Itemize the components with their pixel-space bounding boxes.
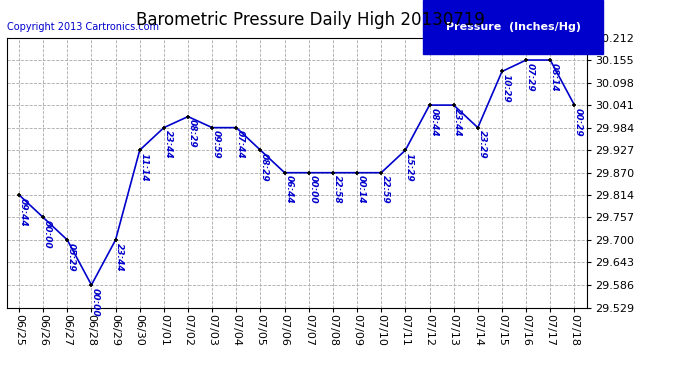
- Point: [279, 170, 290, 176]
- Point: [375, 170, 386, 176]
- Text: Copyright 2013 Cartronics.com: Copyright 2013 Cartronics.com: [7, 22, 159, 32]
- Text: 23:44: 23:44: [453, 108, 462, 136]
- Text: 23:44: 23:44: [164, 130, 172, 159]
- Text: Pressure  (Inches/Hg): Pressure (Inches/Hg): [446, 22, 581, 32]
- Text: 07:44: 07:44: [236, 130, 245, 159]
- Point: [37, 214, 48, 220]
- Point: [520, 57, 531, 63]
- Text: 10:29: 10:29: [502, 74, 511, 103]
- Text: 08:29: 08:29: [260, 153, 269, 182]
- Text: 05:29: 05:29: [67, 243, 76, 271]
- Text: 09:44: 09:44: [19, 198, 28, 226]
- Point: [14, 192, 25, 198]
- Text: 11:14: 11:14: [139, 153, 148, 182]
- Point: [545, 57, 556, 63]
- Text: 07:29: 07:29: [526, 63, 535, 92]
- Point: [62, 237, 73, 243]
- Text: 00:00: 00:00: [91, 288, 100, 316]
- Text: 15:29: 15:29: [405, 153, 414, 182]
- Text: 09:59: 09:59: [212, 130, 221, 159]
- Point: [448, 102, 460, 108]
- Point: [497, 69, 508, 75]
- Point: [110, 237, 121, 243]
- Point: [158, 124, 169, 130]
- Text: 00:00: 00:00: [43, 220, 52, 249]
- Text: 00:29: 00:29: [574, 108, 583, 136]
- Point: [328, 170, 339, 176]
- Text: 23:29: 23:29: [477, 130, 486, 159]
- Point: [230, 124, 241, 130]
- Text: Barometric Pressure Daily High 20130719: Barometric Pressure Daily High 20130719: [136, 11, 485, 29]
- Point: [134, 147, 145, 153]
- Point: [207, 124, 218, 130]
- Text: 08:29: 08:29: [188, 119, 197, 148]
- Point: [400, 147, 411, 153]
- Text: 08:44: 08:44: [429, 108, 438, 136]
- Text: 22:59: 22:59: [381, 176, 390, 204]
- Point: [255, 147, 266, 153]
- Text: 06:44: 06:44: [284, 176, 293, 204]
- Point: [351, 170, 363, 176]
- Text: 22:58: 22:58: [333, 176, 342, 204]
- Point: [86, 282, 97, 288]
- Text: 00:14: 00:14: [357, 176, 366, 204]
- Text: 23:44: 23:44: [115, 243, 124, 271]
- Point: [424, 102, 435, 108]
- Point: [472, 124, 483, 130]
- Point: [182, 114, 193, 120]
- Point: [303, 170, 314, 176]
- Text: 00:00: 00:00: [308, 176, 317, 204]
- Point: [569, 102, 580, 108]
- Text: 08:14: 08:14: [550, 63, 559, 92]
